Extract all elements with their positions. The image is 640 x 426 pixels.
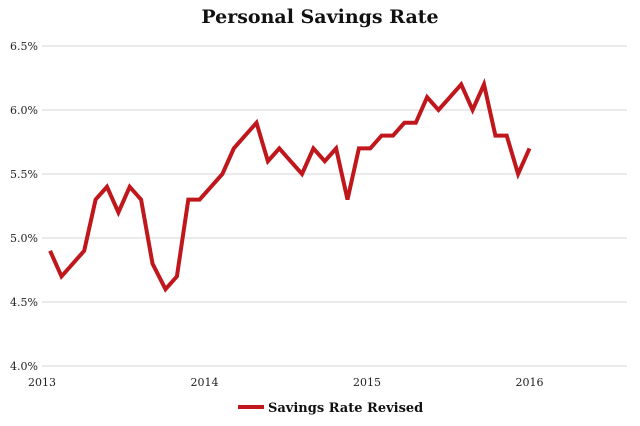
y-tick-label: 6.5%: [10, 40, 38, 53]
grid-lines: [42, 45, 627, 367]
y-tick-label: 4.5%: [10, 296, 38, 309]
x-axis-ticks: 2013 2014 2015 2016: [28, 376, 544, 389]
y-axis-ticks: 4.0% 4.5% 5.0% 5.5% 6.0% 6.5%: [10, 40, 38, 373]
y-tick-label: 5.5%: [10, 168, 38, 181]
legend-label: Savings Rate Revised: [268, 401, 423, 416]
series-line: [48, 78, 532, 293]
x-tick-label: 2016: [516, 376, 544, 389]
y-tick-label: 4.0%: [10, 360, 38, 373]
y-tick-label: 5.0%: [10, 232, 38, 245]
chart-title: Personal Savings Rate: [201, 6, 439, 28]
x-tick-label: 2013: [28, 376, 56, 389]
legend: Savings Rate Revised: [238, 401, 423, 416]
y-tick-label: 6.0%: [10, 104, 38, 117]
series-lines: [48, 78, 532, 293]
x-tick-label: 2014: [191, 376, 219, 389]
x-tick-label: 2015: [353, 376, 381, 389]
